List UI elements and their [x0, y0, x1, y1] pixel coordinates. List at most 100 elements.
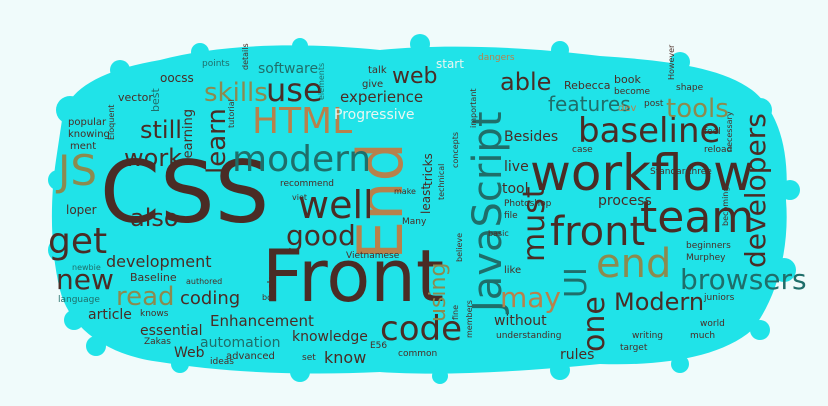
blob-splash — [56, 96, 84, 124]
blob-splash — [86, 336, 106, 356]
word-tricks: tricks — [421, 153, 435, 186]
word-development: development — [106, 252, 212, 271]
blob-splash — [410, 34, 430, 54]
word-essential: essential — [140, 323, 203, 339]
word-without: without — [494, 313, 547, 329]
word-still: still — [140, 116, 182, 144]
word-software: software — [258, 61, 319, 77]
word-dev: dev — [618, 103, 637, 114]
word-like: like — [504, 265, 522, 276]
word-ideas: ideas — [210, 357, 234, 367]
word-knowing: knowing — [68, 129, 110, 140]
word-css: CSS — [100, 143, 270, 243]
word-popular: popular — [68, 117, 107, 128]
word-live: live — [504, 159, 529, 175]
word-process: process — [598, 193, 652, 209]
blob-splash — [48, 238, 72, 262]
word-automation: automation — [200, 335, 281, 351]
word-three: three — [688, 167, 712, 177]
word-eloquent: Eloquent — [107, 104, 116, 140]
word-workflow: workflow — [530, 144, 754, 202]
word-elements: elements — [317, 62, 326, 100]
word-photoshop: Photoshop — [504, 199, 552, 209]
blob-splash — [191, 43, 209, 61]
word-e56: E56 — [370, 341, 388, 351]
word-good: good — [286, 219, 356, 252]
word-however: However — [667, 44, 676, 80]
word-front-lower: front — [550, 209, 646, 255]
word-well: well — [298, 183, 374, 227]
blob-splash — [670, 52, 690, 72]
word-believe: believe — [455, 232, 464, 262]
word-knowledge: knowledge — [292, 329, 368, 345]
word-reload: reload — [704, 145, 733, 155]
word-much: much — [690, 331, 716, 341]
word-zakas: Zakas — [144, 337, 171, 347]
word-start: start — [436, 57, 464, 71]
word-experience: experience — [340, 88, 424, 106]
word-may: may — [500, 281, 562, 314]
blob-splash — [292, 38, 308, 54]
word-best: best — [149, 88, 162, 112]
word-box: box — [262, 293, 277, 302]
word-baseline-small: Baseline — [130, 271, 177, 284]
word-common: common — [398, 349, 438, 359]
word-newbie: newbie — [72, 263, 101, 272]
word-know: know — [324, 348, 367, 367]
word-browsers: browsers — [680, 263, 807, 296]
word-ment: ment — [70, 141, 97, 152]
word-language: language — [58, 295, 100, 305]
blob-splash — [110, 60, 130, 80]
word-advanced: advanced — [226, 351, 275, 362]
word-enhancement: Enhancement — [210, 312, 314, 330]
word-must: must — [517, 186, 552, 262]
word-important: important — [469, 88, 478, 128]
word-viet: viet — [292, 193, 308, 202]
word-murphey: Murphey — [686, 253, 726, 263]
blob-splash — [48, 170, 68, 190]
word-shape: shape — [676, 83, 704, 93]
word-new: new — [56, 263, 114, 296]
word-target: target — [620, 343, 648, 353]
word-feel: feel — [704, 127, 721, 137]
word-also: also — [130, 204, 179, 232]
word-many: Many — [402, 217, 427, 227]
word-learning: learning — [181, 108, 196, 162]
blob-splash — [671, 355, 689, 373]
word-understanding: understanding — [496, 331, 562, 341]
word-ui: UI — [559, 267, 594, 298]
blob-splash — [551, 41, 569, 59]
word-post: post — [644, 99, 664, 109]
word-world: world — [700, 319, 725, 329]
word-read: read — [116, 282, 175, 312]
word-team: team — [640, 192, 755, 243]
word-case: case — [572, 145, 593, 155]
word-work: work — [124, 144, 183, 172]
word-members: members — [465, 300, 474, 338]
word-progressive: Progressive — [334, 107, 415, 123]
word-becoming: becoming — [721, 186, 730, 226]
word-modern-2: Modern — [614, 288, 705, 316]
word-basic: basic — [488, 229, 509, 238]
word-dangers: dangers — [478, 53, 515, 63]
blob-splash — [748, 98, 772, 122]
word-rules: rules — [560, 347, 595, 363]
word-oocss: oocss — [160, 71, 194, 85]
word-set: set — [302, 353, 316, 363]
word-end: end — [596, 241, 672, 287]
word-knows: knows — [140, 309, 169, 319]
blob-splash — [772, 258, 796, 282]
word-concepts: concepts — [451, 131, 460, 168]
word-coding: coding — [180, 288, 241, 309]
word-book: book — [614, 73, 641, 86]
word-rebecca: Rebecca — [564, 79, 611, 92]
word-modern: modern — [232, 139, 372, 180]
word-front: Front — [262, 234, 445, 318]
word-use: use — [266, 71, 323, 109]
word-beginners: beginners — [686, 241, 731, 251]
word-juniors: juniors — [704, 293, 735, 303]
blob-splash — [750, 320, 770, 340]
word-features: features — [548, 92, 631, 116]
